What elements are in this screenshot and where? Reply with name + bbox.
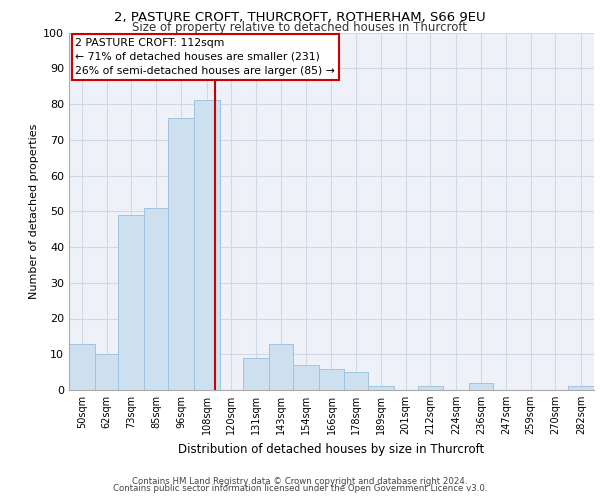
Bar xyxy=(293,365,319,390)
Bar xyxy=(69,344,95,390)
Bar xyxy=(469,383,493,390)
Bar xyxy=(194,100,220,390)
Bar xyxy=(568,386,594,390)
Text: Contains HM Land Registry data © Crown copyright and database right 2024.: Contains HM Land Registry data © Crown c… xyxy=(132,477,468,486)
Text: Contains public sector information licensed under the Open Government Licence v3: Contains public sector information licen… xyxy=(113,484,487,493)
Bar xyxy=(145,208,168,390)
Bar xyxy=(168,118,194,390)
Y-axis label: Number of detached properties: Number of detached properties xyxy=(29,124,39,299)
Bar xyxy=(319,368,344,390)
Bar xyxy=(269,344,293,390)
Bar xyxy=(95,354,118,390)
Bar xyxy=(118,215,145,390)
Bar xyxy=(344,372,368,390)
Bar xyxy=(368,386,394,390)
X-axis label: Distribution of detached houses by size in Thurcroft: Distribution of detached houses by size … xyxy=(178,442,485,456)
Text: 2 PASTURE CROFT: 112sqm
← 71% of detached houses are smaller (231)
26% of semi-d: 2 PASTURE CROFT: 112sqm ← 71% of detache… xyxy=(76,38,335,76)
Bar xyxy=(243,358,269,390)
Text: 2, PASTURE CROFT, THURCROFT, ROTHERHAM, S66 9EU: 2, PASTURE CROFT, THURCROFT, ROTHERHAM, … xyxy=(114,11,486,24)
Text: Size of property relative to detached houses in Thurcroft: Size of property relative to detached ho… xyxy=(133,21,467,34)
Bar xyxy=(418,386,443,390)
